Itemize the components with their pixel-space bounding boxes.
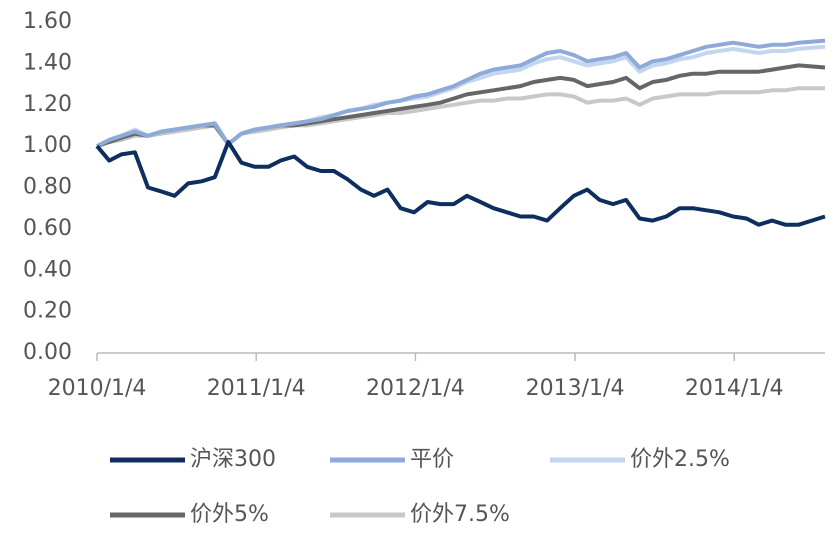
y-tick-label: 1.20 bbox=[23, 92, 72, 117]
legend-label: 价外5% bbox=[190, 502, 269, 527]
x-tick-label: 2010/1/4 bbox=[48, 376, 147, 401]
x-tick-label: 2014/1/4 bbox=[685, 376, 784, 401]
y-tick-label: 0.80 bbox=[23, 175, 72, 200]
series-line bbox=[96, 63, 826, 148]
legend-label: 价外7.5% bbox=[410, 502, 510, 527]
y-tick-label: 0.60 bbox=[23, 216, 72, 241]
y-tick-label: 0.20 bbox=[23, 299, 72, 324]
x-tick-label: 2013/1/4 bbox=[526, 376, 625, 401]
y-tick-label: 0.00 bbox=[23, 340, 72, 365]
x-tick-label: 2011/1/4 bbox=[207, 376, 306, 401]
legend-label: 沪深300 bbox=[190, 447, 276, 472]
y-tick-label: 1.40 bbox=[23, 50, 72, 75]
x-tick-label: 2012/1/4 bbox=[366, 376, 465, 401]
y-tick-label: 0.40 bbox=[23, 257, 72, 282]
y-tick-label: 1.60 bbox=[23, 9, 72, 34]
legend-label: 价外2.5% bbox=[630, 447, 730, 472]
y-tick-label: 1.00 bbox=[23, 133, 72, 158]
series-line bbox=[96, 38, 826, 148]
series-line bbox=[95, 140, 826, 227]
legend-label: 平价 bbox=[410, 447, 454, 472]
